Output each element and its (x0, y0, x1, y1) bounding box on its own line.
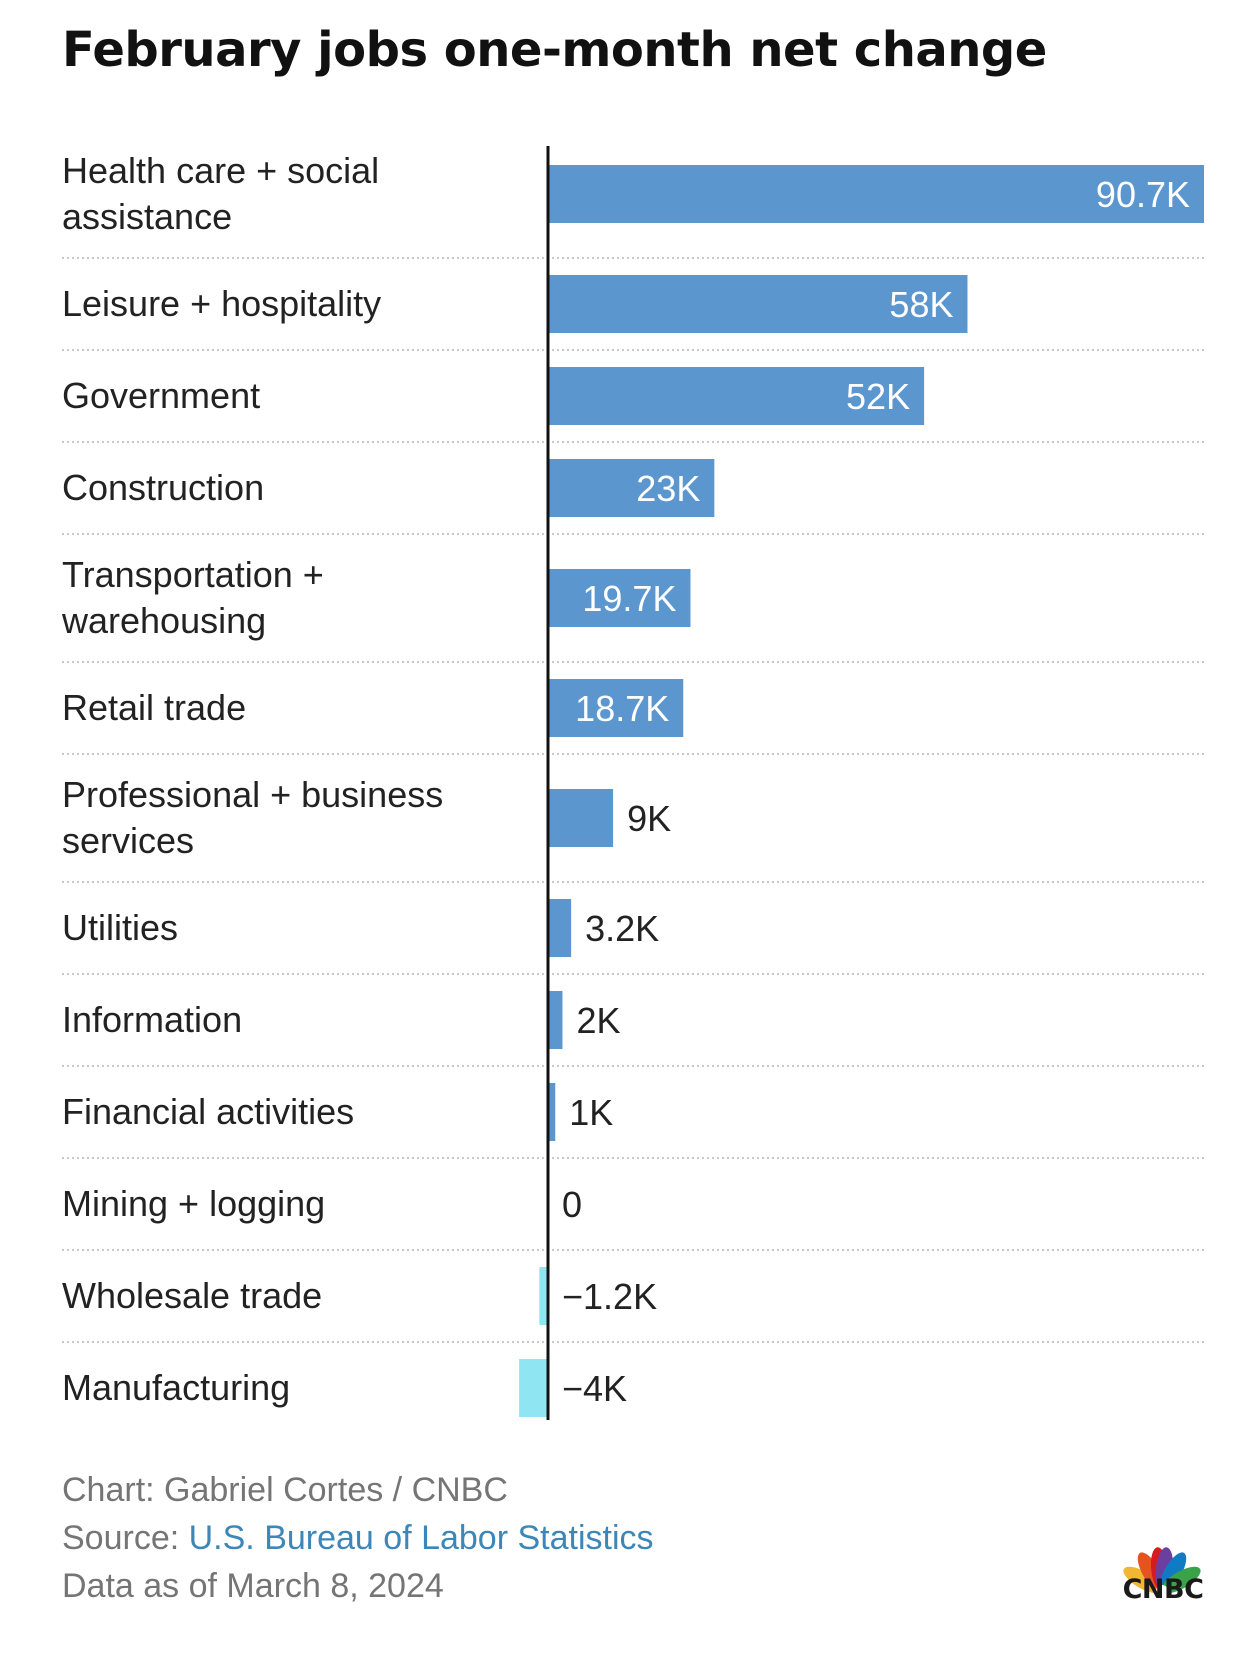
data-label: 23K (636, 468, 700, 509)
bar (548, 789, 614, 847)
peacock-icon (1123, 1547, 1201, 1597)
category-label-line: Government (62, 375, 260, 416)
data-label: 18.7K (575, 688, 669, 729)
bar (548, 679, 684, 737)
category-label: Health care + social assistance (62, 150, 379, 237)
peacock-feather (1161, 1566, 1201, 1594)
data-label: −4K (562, 1368, 627, 1409)
category-label-line: Transportation + (62, 554, 324, 595)
chart-credit: Chart: Gabriel Cortes / CNBC (62, 1471, 508, 1509)
bar (548, 165, 1204, 223)
category-label: Government (62, 375, 260, 416)
category-label-line: Mining + logging (62, 1183, 325, 1224)
data-label: 19.7K (582, 578, 676, 619)
category-label: Retail trade (62, 687, 246, 728)
bar (539, 1267, 548, 1325)
data-label: 52K (846, 376, 910, 417)
category-label-line: Retail trade (62, 687, 246, 728)
bar-chart: Health care + social assistance 90.7K Leisu… (61, 146, 1204, 1420)
category-label: Transportation + warehousing (61, 554, 324, 641)
bar (548, 569, 691, 627)
data-label: −1.2K (562, 1276, 657, 1317)
data-label: 90.7K (1096, 174, 1190, 215)
category-label: Construction (62, 467, 264, 508)
category-label: Utilities (62, 907, 178, 948)
bar (548, 899, 572, 957)
category-label: Financial activities (62, 1091, 354, 1132)
category-label: Professional + business services (62, 774, 443, 861)
chart-title: February jobs one-month net change (62, 22, 1047, 78)
category-label-line: Wholesale trade (62, 1275, 322, 1316)
bar (548, 991, 563, 1049)
source-prefix: Source: (62, 1519, 189, 1557)
category-label-line: warehousing (61, 600, 266, 641)
bar (519, 1359, 548, 1417)
chart-date: Data as of March 8, 2024 (62, 1567, 444, 1605)
bar (548, 367, 925, 425)
category-label-line: Health care + social (62, 150, 379, 191)
category-label-line: Information (62, 999, 242, 1040)
chart-footer: Chart: Gabriel Cortes / CNBC Source: U.S… (62, 1466, 654, 1610)
category-label-line: Construction (62, 467, 264, 508)
category-label-line: Manufacturing (62, 1367, 290, 1408)
bar (548, 1083, 556, 1141)
source-link[interactable]: U.S. Bureau of Labor Statistics (188, 1519, 654, 1557)
chart-source: Source: U.S. Bureau of Labor Statistics (62, 1514, 654, 1562)
category-label: Mining + logging (62, 1183, 325, 1224)
bar (548, 275, 968, 333)
data-label: 2K (576, 1000, 620, 1041)
data-label: 1K (569, 1092, 613, 1133)
category-label-line: services (62, 820, 194, 861)
category-label-line: Financial activities (62, 1091, 354, 1132)
category-label: Manufacturing (62, 1367, 290, 1408)
data-label: 58K (889, 284, 953, 325)
category-label-line: Utilities (62, 907, 178, 948)
category-label: Information (62, 999, 242, 1040)
category-label-line: assistance (62, 196, 232, 237)
category-label-line: Leisure + hospitality (62, 283, 381, 324)
cnbc-logo-text: CNBC (1122, 1574, 1204, 1605)
category-label: Wholesale trade (62, 1275, 322, 1316)
bar (548, 459, 715, 517)
data-label: 0 (562, 1184, 582, 1225)
data-label: 9K (627, 798, 671, 839)
category-label-line: Professional + business (62, 774, 443, 815)
category-label: Leisure + hospitality (62, 283, 381, 324)
peacock-body (1156, 1585, 1168, 1597)
data-label: 3.2K (585, 908, 659, 949)
